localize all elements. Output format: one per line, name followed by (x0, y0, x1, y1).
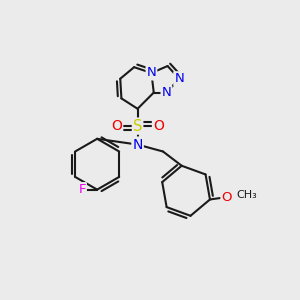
Text: N: N (147, 67, 156, 80)
Text: O: O (221, 191, 232, 204)
Text: F: F (78, 183, 86, 196)
Text: O: O (111, 119, 122, 133)
Text: N: N (162, 86, 171, 99)
Text: N: N (174, 72, 184, 85)
Text: CH₃: CH₃ (236, 190, 257, 200)
Text: O: O (153, 119, 164, 133)
Text: N: N (132, 138, 143, 152)
Text: S: S (133, 118, 142, 134)
